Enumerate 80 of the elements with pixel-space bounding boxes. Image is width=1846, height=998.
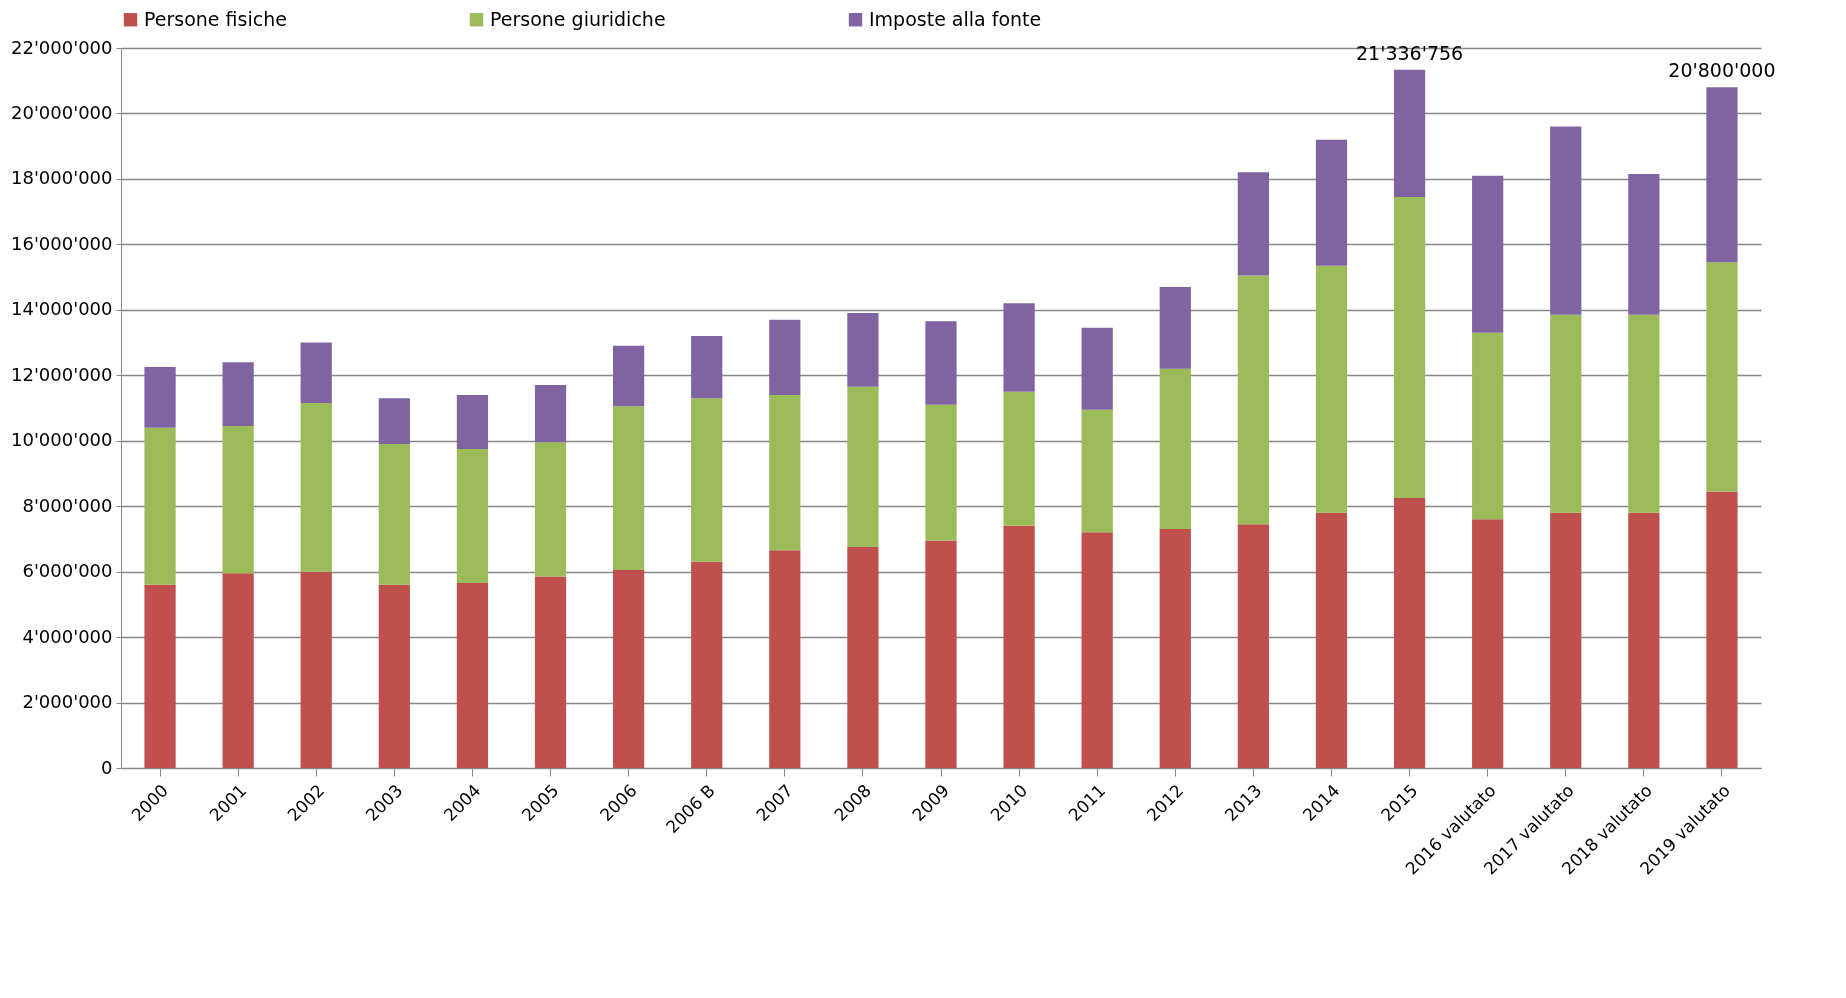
bar [378, 398, 410, 444]
bar [1003, 525, 1035, 768]
bar [1315, 512, 1348, 768]
bar [769, 550, 801, 768]
bar [1628, 314, 1660, 513]
bar [1237, 172, 1269, 276]
bar [1081, 327, 1113, 410]
bar [1550, 126, 1582, 315]
bar [534, 442, 567, 577]
bar [144, 584, 176, 768]
y-tick-label: 12'000'000 [10, 363, 113, 385]
bar [1706, 491, 1738, 768]
bar [1393, 498, 1426, 768]
bar [769, 394, 801, 551]
bar [1003, 391, 1035, 526]
y-tick-label: 16'000'000 [10, 232, 113, 254]
bar [1081, 532, 1113, 768]
bar [144, 367, 176, 428]
y-tick-label: 8'000'000 [22, 494, 113, 516]
bar [1003, 303, 1035, 392]
y-tick-label: 20'000'000 [10, 101, 113, 123]
bar [1393, 196, 1426, 498]
bar [1159, 368, 1191, 530]
legend-label: Imposte alla fonte [869, 7, 1042, 30]
bar [1393, 69, 1426, 197]
bar [1706, 262, 1738, 492]
bar [1315, 139, 1348, 266]
bar [1081, 409, 1113, 533]
y-tick-label: 4'000'000 [22, 625, 113, 647]
bar [300, 342, 332, 404]
bar [613, 345, 645, 407]
bar [1472, 519, 1504, 768]
y-tick-label: 14'000'000 [10, 298, 113, 320]
legend-label: Persone fisiche [144, 7, 287, 30]
bar [144, 427, 176, 585]
y-tick-label: 22'000'000 [10, 36, 113, 58]
bar [1159, 529, 1191, 768]
bar [769, 319, 801, 395]
bar [847, 313, 879, 387]
bar [1628, 512, 1660, 768]
bar [925, 404, 957, 541]
bar [1706, 87, 1738, 263]
bar [1237, 524, 1269, 768]
legend-label: Persone giuridiche [490, 7, 666, 30]
bar [1550, 314, 1582, 513]
bar [534, 385, 567, 443]
bar [1628, 174, 1660, 315]
y-tick-label: 2'000'000 [22, 691, 113, 713]
bar [925, 540, 957, 768]
total-label: 20'800'000 [1668, 59, 1776, 82]
total-label: 21'336'756 [1355, 41, 1464, 64]
bar [691, 336, 723, 399]
bar [300, 571, 332, 768]
bar [925, 321, 957, 405]
bar [613, 570, 645, 768]
bar [456, 394, 489, 449]
bar [456, 448, 489, 584]
bar [1472, 332, 1504, 520]
bar [847, 386, 879, 548]
bar [691, 398, 723, 562]
bar [691, 561, 723, 768]
bar [847, 547, 879, 768]
bar [1315, 265, 1348, 513]
bar [222, 362, 254, 426]
y-tick-label: 18'000'000 [10, 167, 113, 189]
bar [534, 576, 567, 768]
bar [1550, 512, 1582, 768]
bar [222, 426, 254, 574]
bar [378, 584, 410, 768]
y-tick-label: 10'000'000 [10, 429, 113, 451]
y-tick-label: 0 [101, 756, 113, 778]
bar [1472, 175, 1504, 333]
bar [613, 406, 645, 570]
y-tick-label: 6'000'000 [22, 560, 113, 582]
bar [300, 403, 332, 572]
bar [1159, 286, 1191, 369]
bar [456, 583, 489, 768]
bar [222, 573, 254, 768]
bar [378, 444, 410, 585]
bar [1237, 275, 1269, 525]
